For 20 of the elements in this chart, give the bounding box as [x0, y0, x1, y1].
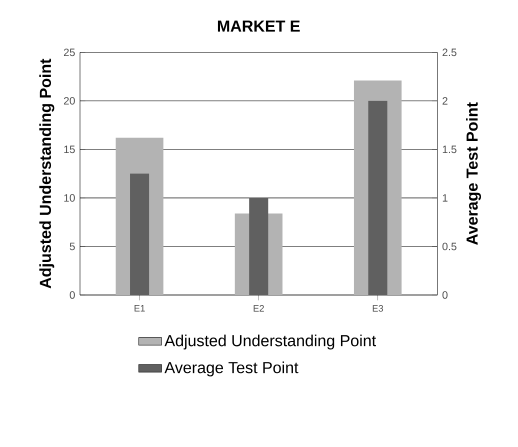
legend-label: Average Test Point — [164, 362, 298, 376]
y-tick-label: 15 — [64, 146, 75, 154]
y-tick-label: 20 — [64, 97, 75, 105]
y2-tick-label: 2.5 — [442, 48, 456, 56]
x-tick-label: E2 — [254, 305, 264, 312]
y-tick-label: 10 — [64, 194, 75, 202]
y2-tick-label: 0.5 — [442, 242, 456, 250]
y2-axis-title: Average Test Point — [466, 102, 482, 245]
y-tick-label: 25 — [64, 48, 75, 56]
y-axis-title: Adjusted Understanding Point — [39, 58, 54, 288]
y2-tick-label: 1.5 — [442, 146, 456, 154]
legend-label: Adjusted Understanding Point — [164, 334, 376, 350]
y-tick-label: 5 — [70, 242, 75, 250]
chart-title: MARKET E — [218, 20, 300, 32]
y2-tick-label: 1 — [442, 194, 448, 202]
y2-tick-label: 2 — [442, 97, 448, 105]
x-tick-label: E3 — [372, 305, 384, 312]
x-tick-label: E1 — [134, 305, 145, 312]
y-tick-label: 0 — [70, 291, 75, 299]
y2-tick-label: 0 — [442, 291, 448, 299]
